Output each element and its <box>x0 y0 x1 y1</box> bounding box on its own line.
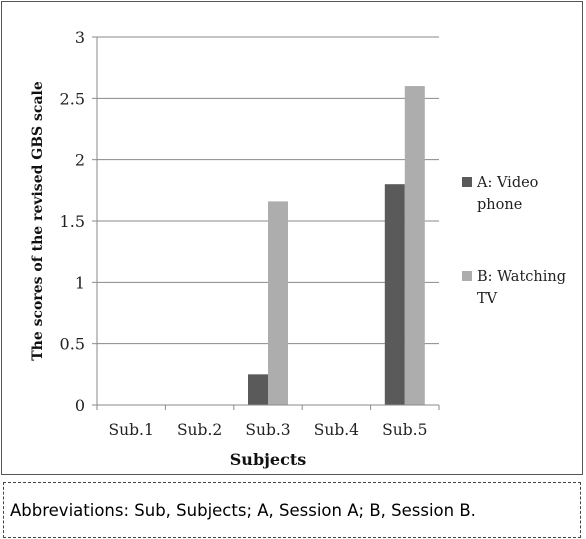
bar-a <box>248 374 268 405</box>
bar-b <box>404 86 425 406</box>
x-tick-label: Sub.5 <box>382 421 427 439</box>
legend-label: A: Video <box>476 175 538 191</box>
y-tick-labels: 0 0.5 1 1.5 2 2.5 3 <box>60 28 85 415</box>
x-tick-label: Sub.4 <box>314 421 359 439</box>
legend-label: B: Watching <box>477 269 566 285</box>
chart-frame: 0 0.5 1 1.5 2 2.5 3 Sub.1 Sub.2 Sub.3 Sub.4 Sub.5 … <box>1 1 583 475</box>
footnote-text: Abbreviations: Sub, Subjects; A, Session… <box>10 500 476 520</box>
bars <box>248 86 425 406</box>
bar-b <box>268 201 288 405</box>
x-tick-label: Sub.1 <box>109 421 154 439</box>
axes <box>92 36 440 410</box>
legend: A: Video phone B: Watching TV <box>462 175 566 307</box>
y-tick-label: 2 <box>75 151 85 170</box>
abbreviations-footnote: Abbreviations: Sub, Subjects; A, Session… <box>3 482 581 538</box>
x-tick-label: Sub.2 <box>177 421 222 439</box>
legend-label: phone <box>477 197 522 213</box>
x-tick-labels: Sub.1 Sub.2 Sub.3 Sub.4 Sub.5 <box>109 421 428 439</box>
y-tick-label: 0.5 <box>60 335 85 354</box>
legend-label: TV <box>477 291 498 307</box>
y-tick-label: 3 <box>75 28 85 47</box>
y-axis-label: The scores of the revised GBS scale <box>30 81 46 361</box>
y-tick-label: 0 <box>75 396 85 415</box>
legend-swatch-a <box>462 177 472 187</box>
bar-chart: 00.511.522.53 Sub.1 Sub.2 Sub.3 Sub.4 Sub.5 … <box>30 28 566 469</box>
y-tick-label: 1.5 <box>60 212 85 231</box>
x-tick-label: Sub.3 <box>245 421 290 439</box>
y-tick-label: 2.5 <box>60 89 85 108</box>
y-tick-label: 1 <box>75 273 85 292</box>
legend-swatch-b <box>462 271 472 281</box>
x-axis-label: Subjects <box>230 450 306 469</box>
bar-a <box>384 184 405 405</box>
